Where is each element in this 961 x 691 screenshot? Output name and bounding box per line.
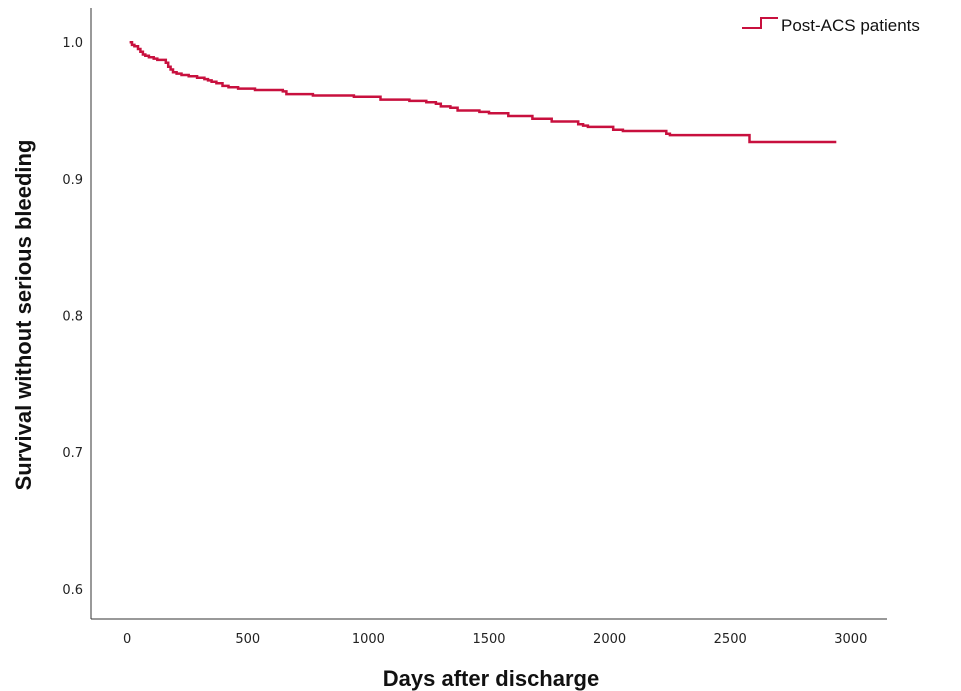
series-layer xyxy=(129,40,837,144)
y-axis: 0.6 0.7 0.8 0.9 1.0 xyxy=(62,8,92,619)
x-tick-label: 2500 xyxy=(714,632,747,647)
legend-step-symbol xyxy=(742,17,778,29)
x-tick-labels: 0 500 1000 1500 2000 2500 3000 xyxy=(123,632,867,647)
x-tick-label: 500 xyxy=(235,632,260,647)
x-tick-label: 1000 xyxy=(352,632,385,647)
y-tick-label: 0.7 xyxy=(62,446,83,461)
survival-curve xyxy=(129,40,837,144)
x-axis-title: Days after discharge xyxy=(383,666,599,691)
x-tick-label: 3000 xyxy=(834,632,867,647)
x-tick-label: 1500 xyxy=(472,632,505,647)
x-tick-label: 2000 xyxy=(593,632,626,647)
y-tick-label: 0.8 xyxy=(62,310,83,325)
y-axis-title: Survival without serious bleeding xyxy=(11,140,36,491)
x-axis: 0 500 1000 1500 2000 2500 3000 xyxy=(91,618,887,647)
y-tick-label: 0.6 xyxy=(62,583,83,598)
y-tick-label: 1.0 xyxy=(62,36,83,51)
legend-label: Post-ACS patients xyxy=(781,16,920,35)
y-tick-label: 0.9 xyxy=(62,173,83,188)
legend: Post-ACS patients xyxy=(742,16,920,35)
x-tick-label: 0 xyxy=(123,632,131,647)
y-tick-labels: 0.6 0.7 0.8 0.9 1.0 xyxy=(62,36,83,598)
